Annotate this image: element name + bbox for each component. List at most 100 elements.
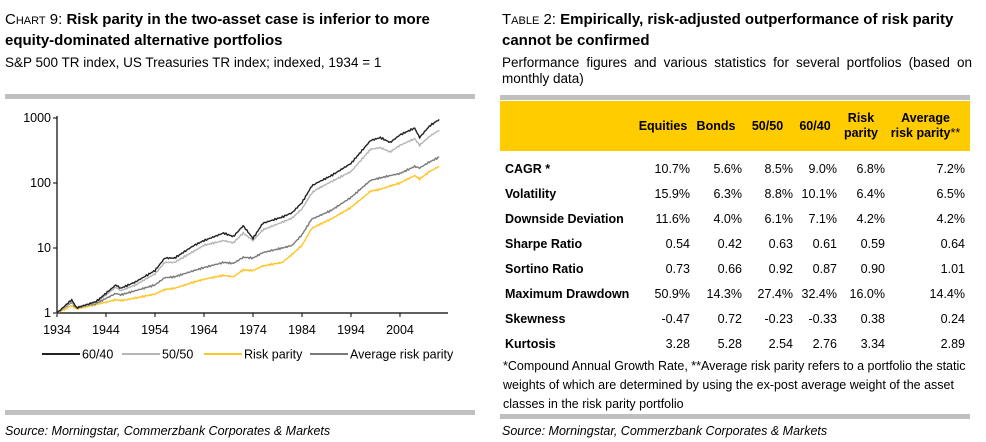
row-label: Downside Deviation (505, 212, 624, 226)
table-row: Downside Deviation 11.6% 4.0% 6.1% 7.1% 4.2% 4… (500, 207, 970, 232)
cell-value: 0.54 (665, 237, 690, 251)
chart-title: Chart 9: Risk parity in the two-asset ca… (5, 9, 480, 51)
row-label: Sharpe Ratio (505, 237, 583, 251)
table-row: Volatility 15.9% 6.3% 8.8% 10.1% 6.4% 6.5% (500, 182, 970, 207)
cell-value: 0.42 (717, 237, 742, 251)
table-label: Table 2: (502, 11, 556, 28)
table-row: Sharpe Ratio 0.54 0.42 0.63 0.61 0.59 0.64 (500, 232, 970, 257)
cell-value: 1.01 (940, 262, 965, 276)
series-line-average-risk-parity (56, 156, 440, 314)
cell-value: -0.47 (661, 312, 691, 326)
col-header: Risk parity (843, 111, 879, 140)
cell-value: 14.3% (706, 287, 742, 301)
cell-value: 10.1% (801, 187, 837, 201)
x-tick-label: 1994 (337, 323, 365, 337)
x-tick-label: 1984 (288, 323, 316, 337)
cell-value: 8.5% (764, 162, 794, 176)
cell-value: 7.2% (936, 162, 966, 176)
cell-value: 6.3% (713, 187, 743, 201)
series-line-risk-parity (56, 165, 440, 315)
col-header: Equities (638, 118, 688, 133)
table-row: CAGR * 10.7% 5.6% 8.5% 9.0% 6.8% 7.2% (500, 157, 970, 182)
col-header: 60/40 (799, 118, 831, 133)
row-label: CAGR * (505, 162, 551, 176)
table-footnote: *Compound Annual Growth Rate, **Average … (503, 359, 966, 411)
cell-value: 4.0% (713, 212, 743, 226)
cell-value: 0.59 (860, 237, 885, 251)
cell-value: 16.0% (849, 287, 885, 301)
row-label: Kurtosis (505, 337, 556, 351)
cell-value: 6.1% (764, 212, 794, 226)
cell-value: -0.23 (764, 312, 794, 326)
x-tick-label: 1964 (190, 323, 218, 337)
table-row: Maximum Drawdown 50.9% 14.3% 27.4% 32.4% 16.0… (500, 282, 970, 307)
y-tick-label: 1 (44, 306, 51, 320)
cell-value: 2.89 (940, 337, 965, 351)
cell-value: 27.4% (757, 287, 793, 301)
chart-title-text: Risk parity in the two-asset case is inf… (5, 11, 430, 49)
row-label: Volatility (505, 187, 557, 201)
cell-value: 6.4% (856, 187, 886, 201)
cell-value: 0.90 (860, 262, 885, 276)
cell-value: 8.8% (764, 187, 794, 201)
cell-value: 50.9% (654, 287, 690, 301)
legend-label: Average risk parity (350, 348, 454, 362)
divider (500, 95, 970, 100)
chart-source: Source: Morningstar, Commerzbank Corpora… (5, 424, 331, 438)
y-tick-label: 100 (30, 176, 51, 190)
divider (500, 414, 970, 419)
x-tick-label: 2004 (386, 323, 414, 337)
divider (5, 410, 475, 415)
row-label: Maximum Drawdown (505, 287, 630, 301)
legend-label: Risk parity (244, 348, 303, 362)
table-title-text: Empirically, risk-adjusted outperformanc… (502, 11, 954, 49)
cell-value: 0.61 (812, 237, 837, 251)
cell-value: 10.7% (654, 162, 690, 176)
cell-value: 5.6% (713, 162, 743, 176)
divider (5, 94, 475, 99)
chart-label: Chart 9: (5, 11, 63, 28)
cell-value: 0.64 (940, 237, 965, 251)
table-subtitle: Performance figures and various statisti… (502, 55, 972, 86)
x-tick-label: 1944 (92, 323, 120, 337)
table-row: Skewness -0.47 0.72 -0.23 -0.33 0.38 0.24 (500, 307, 970, 332)
cell-value: 9.0% (808, 162, 838, 176)
col-header: Average risk parity** (890, 111, 961, 140)
table-header-row: Equities Bonds 50/50 60/40 Risk parity Av… (500, 101, 970, 151)
cell-value: 6.5% (936, 187, 966, 201)
stats-table: Equities Bonds 50/50 60/40 Risk parity Av… (500, 101, 970, 357)
cell-value: 5.28 (717, 337, 742, 351)
cell-value: 2.76 (812, 337, 837, 351)
x-tick-label: 1974 (239, 323, 267, 337)
cell-value: 3.34 (860, 337, 885, 351)
cell-value: 2.54 (768, 337, 793, 351)
chart-subtitle: S&P 500 TR index, US Treasuries TR index… (5, 55, 382, 70)
cell-value: 4.2% (856, 212, 886, 226)
cell-value: 4.2% (936, 212, 966, 226)
header-empty (500, 101, 636, 151)
cell-value: 0.87 (812, 262, 837, 276)
y-tick-label: 10 (37, 241, 51, 255)
y-tick-label: 1000 (23, 111, 51, 125)
cell-value: 0.24 (940, 312, 965, 326)
col-header: 50/50 (751, 118, 784, 133)
cell-value: 0.92 (768, 262, 793, 276)
series-line-50-50 (56, 129, 440, 315)
cell-value: 0.63 (768, 237, 793, 251)
table-row: Sortino Ratio 0.73 0.66 0.92 0.87 0.90 1.01 (500, 257, 970, 282)
cell-value: -0.33 (808, 312, 838, 326)
line-chart: 1 10 100 1000 1934 1944 1954 1964 1974 1984 1994 20… (23, 111, 454, 362)
cell-value: 14.4% (929, 287, 965, 301)
cell-value: 15.9% (654, 187, 690, 201)
cell-value: 11.6% (655, 212, 690, 226)
cell-value: 0.38 (860, 312, 885, 326)
col-header: Bonds (696, 118, 736, 133)
x-tick-label: 1954 (141, 323, 169, 337)
cell-value: 0.72 (717, 312, 742, 326)
row-label: Sortino Ratio (505, 262, 584, 276)
cell-value: 7.1% (808, 212, 838, 226)
legend-label: 60/40 (82, 348, 113, 362)
table-title: Table 2: Empirically, risk-adjusted outp… (502, 9, 972, 51)
x-tick-label: 1934 (43, 323, 71, 337)
table-row: Kurtosis 3.28 5.28 2.54 2.76 3.34 2.89 (500, 332, 970, 357)
